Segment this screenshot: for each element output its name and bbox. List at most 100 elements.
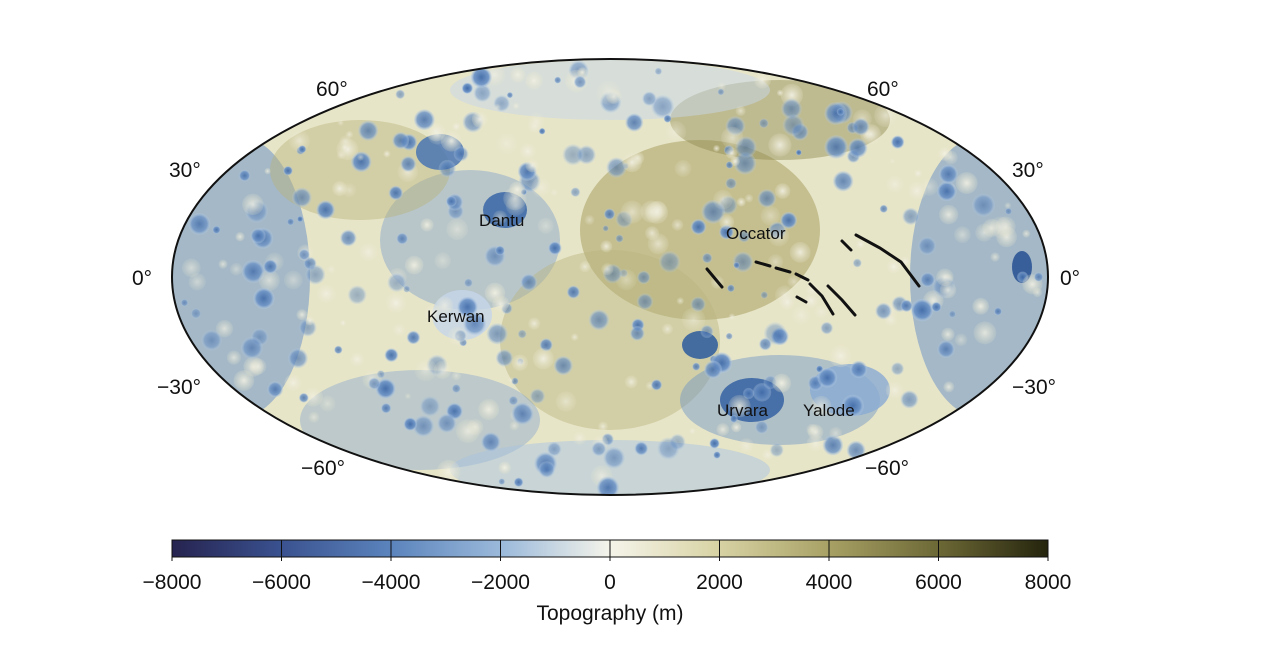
crater	[188, 273, 206, 291]
crater	[584, 215, 595, 225]
crater	[713, 189, 733, 210]
crater	[532, 348, 554, 370]
crater	[480, 432, 501, 452]
crater	[886, 259, 902, 274]
crater	[727, 284, 735, 293]
crater	[875, 302, 892, 320]
crater	[258, 269, 280, 291]
crater	[351, 151, 372, 173]
crater	[763, 322, 787, 345]
crater	[287, 218, 295, 226]
feature-label-yalode: Yalode	[803, 401, 855, 420]
crater	[885, 174, 905, 194]
crater	[736, 197, 746, 207]
crater	[451, 384, 461, 393]
crater	[629, 326, 645, 341]
crater	[719, 214, 735, 230]
crater	[774, 183, 791, 199]
crater	[385, 292, 407, 314]
crater	[334, 345, 343, 354]
crater	[463, 312, 487, 336]
crater	[528, 317, 541, 330]
crater	[513, 477, 524, 488]
crater	[713, 451, 721, 459]
linear-feature-2	[754, 260, 810, 282]
crater	[721, 126, 744, 149]
crater	[780, 211, 798, 229]
crater	[495, 349, 514, 367]
crater	[1004, 202, 1012, 209]
crater	[732, 251, 754, 273]
crater	[658, 251, 681, 273]
crater	[414, 358, 438, 382]
crater	[624, 375, 638, 389]
crater	[453, 146, 469, 162]
crater	[702, 252, 713, 264]
crater	[603, 208, 616, 220]
crater	[263, 259, 278, 274]
lat-label-left-neg60: −60°	[301, 457, 345, 480]
crater	[527, 112, 545, 131]
crater	[358, 242, 379, 262]
crater	[637, 270, 651, 285]
crater	[817, 367, 838, 388]
crater	[395, 89, 406, 100]
crater	[651, 94, 675, 119]
crater	[438, 159, 456, 178]
crater	[403, 417, 418, 431]
crater	[600, 240, 613, 253]
crater	[885, 381, 904, 400]
crater	[238, 169, 251, 182]
crater	[920, 272, 936, 288]
crater	[681, 307, 706, 332]
crater	[319, 395, 336, 412]
crater	[181, 258, 201, 278]
crater	[651, 379, 663, 391]
crater	[654, 67, 663, 76]
crater	[738, 438, 754, 454]
crater	[495, 245, 505, 256]
crater	[725, 147, 738, 160]
crater	[553, 356, 573, 376]
crater	[531, 177, 552, 198]
crater	[572, 431, 587, 445]
crater	[943, 381, 955, 393]
crater	[498, 478, 506, 485]
crater	[622, 152, 642, 173]
crater	[512, 102, 520, 110]
crater	[404, 255, 424, 275]
crater	[754, 71, 771, 89]
crater	[396, 232, 409, 245]
crater	[704, 360, 722, 379]
crater	[412, 415, 435, 437]
crater	[511, 354, 529, 372]
crater	[688, 427, 696, 435]
crater	[938, 164, 959, 184]
crater	[550, 188, 559, 197]
crater	[768, 225, 790, 247]
crater	[955, 172, 978, 194]
crater	[768, 133, 792, 157]
crater	[738, 230, 750, 243]
crater	[832, 170, 854, 192]
colorbar-tick-label: −6000	[252, 571, 311, 594]
crater	[383, 150, 391, 158]
crater	[445, 195, 457, 207]
crater	[990, 252, 1000, 262]
crater	[240, 336, 263, 359]
crater	[190, 308, 202, 319]
crater	[713, 145, 720, 152]
crater	[939, 281, 957, 299]
crater	[505, 196, 526, 216]
lat-label-right-30: 30°	[1012, 159, 1044, 182]
crater	[772, 373, 792, 393]
crater	[404, 393, 411, 400]
crater	[824, 102, 847, 125]
crater	[519, 142, 537, 160]
crater	[1022, 229, 1031, 238]
crater	[284, 373, 303, 392]
feature-label-occator: Occator	[726, 224, 786, 243]
crater	[529, 388, 546, 404]
lat-label-right-neg60: −60°	[865, 457, 909, 480]
crater	[944, 150, 958, 165]
